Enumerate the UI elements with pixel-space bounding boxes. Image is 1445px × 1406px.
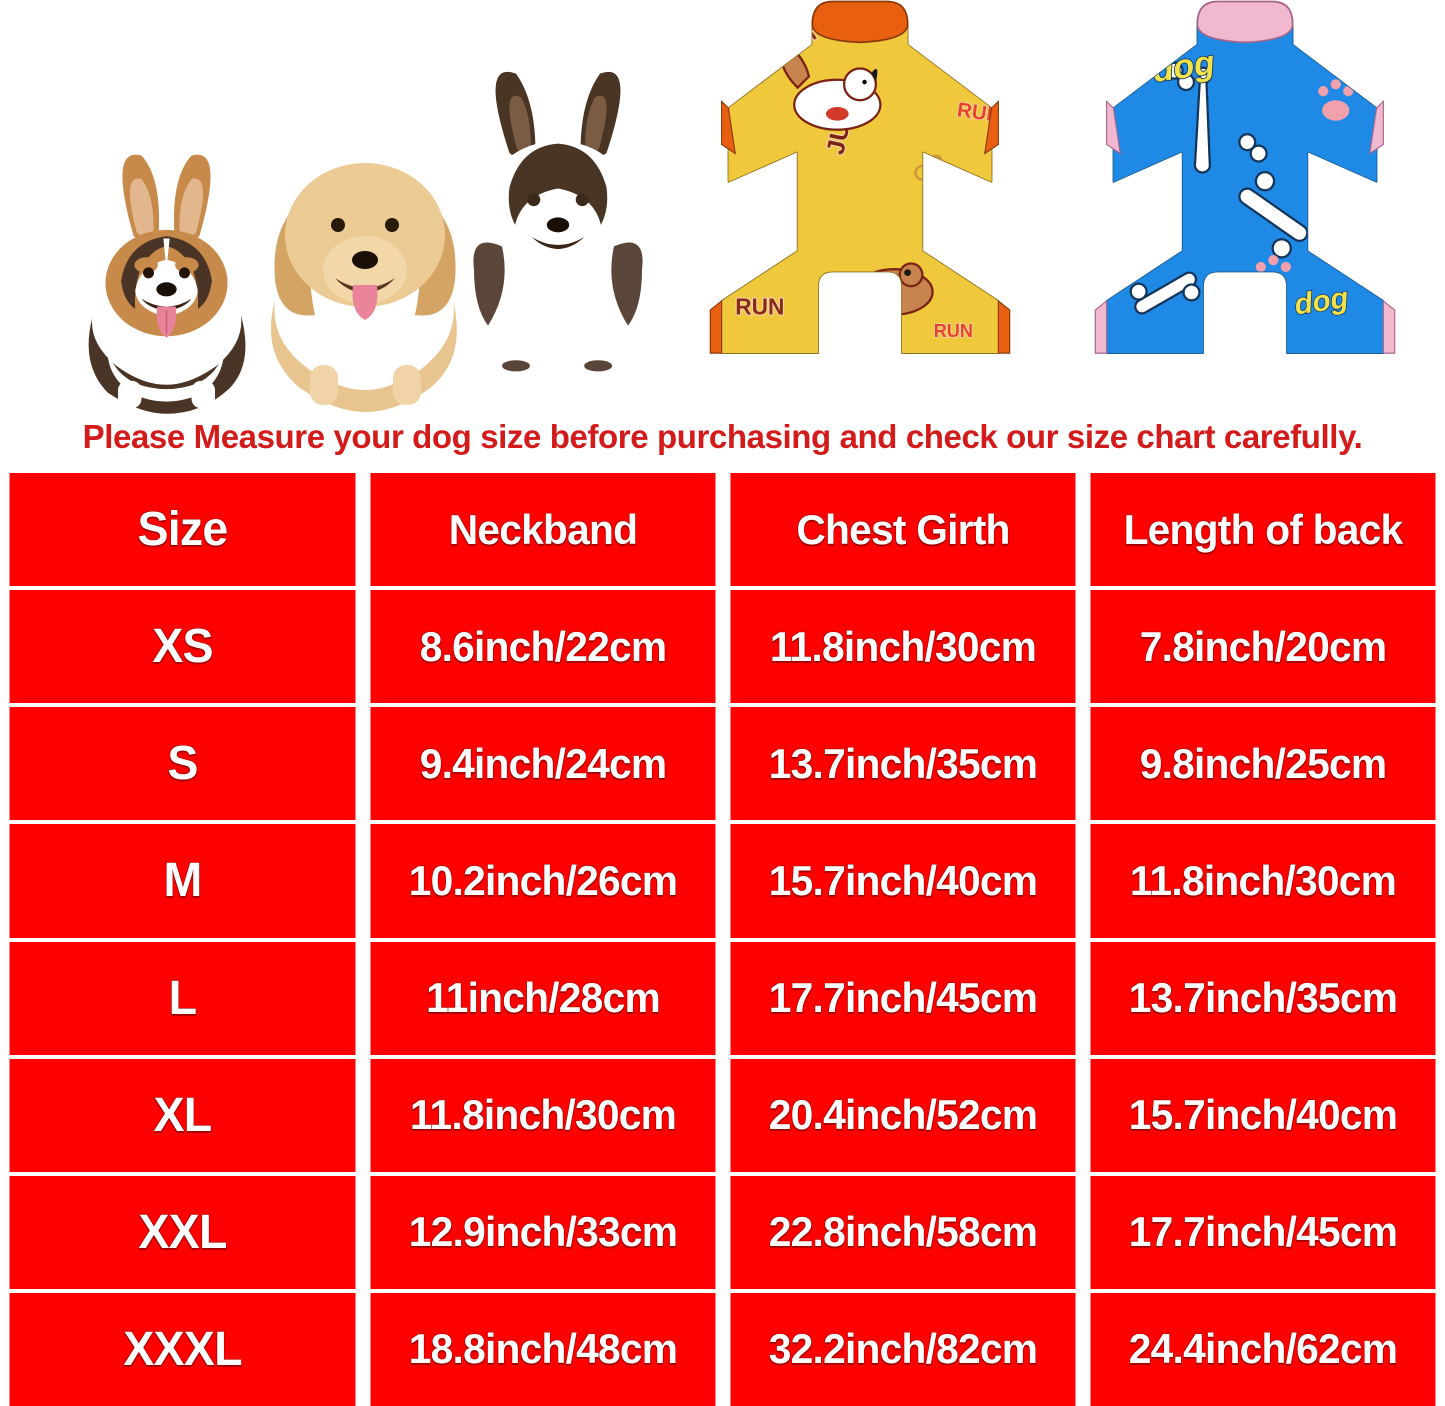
svg-text:JUMP: JUMP: [825, 298, 884, 328]
svg-text:RUN: RUN: [735, 294, 784, 320]
svg-text:WO: WO: [934, 211, 961, 228]
svg-text:RUN: RUN: [934, 321, 973, 341]
svg-text:WOF: WOF: [928, 26, 970, 46]
